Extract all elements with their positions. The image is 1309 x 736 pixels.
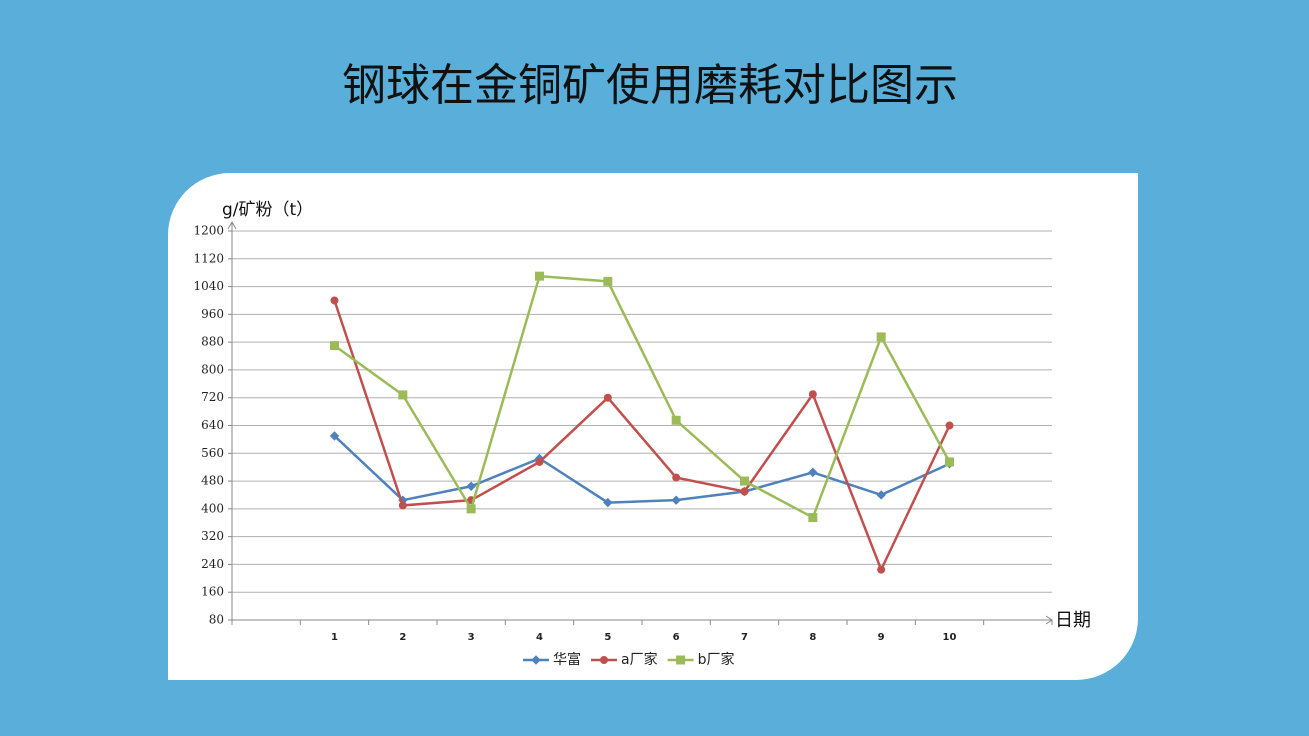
legend-label: a厂家	[621, 651, 658, 668]
data-point	[877, 565, 886, 574]
data-point	[329, 431, 340, 441]
data-point	[671, 415, 681, 425]
data-point	[808, 467, 818, 478]
data-point	[945, 457, 954, 467]
data-point	[671, 495, 681, 505]
x-tick-label: 10	[943, 632, 957, 643]
data-point	[945, 421, 954, 430]
legend-label: b厂家	[698, 651, 735, 668]
y-tick-label: 160	[201, 585, 224, 599]
y-axis-arrow	[227, 220, 237, 230]
series-line	[333, 300, 951, 573]
y-tick-label: 1040	[193, 279, 224, 293]
y-tick-label: 240	[201, 557, 224, 571]
y-tick-label: 400	[201, 501, 224, 515]
y-tick-label: 560	[201, 446, 224, 460]
y-tick-label: 720	[201, 390, 224, 404]
y-tick-label: 80	[209, 613, 224, 627]
y-tick-label: 1120	[193, 251, 224, 265]
data-point	[740, 476, 749, 486]
x-tick-label: 3	[468, 632, 475, 643]
data-point	[535, 457, 544, 466]
legend-marker	[531, 655, 541, 665]
x-tick-label: 5	[604, 632, 611, 643]
data-point	[398, 501, 407, 510]
series-line	[333, 274, 951, 520]
legend-label: 华富	[553, 651, 581, 668]
chart-title: 钢球在金铜矿使用磨耗对比图示	[342, 60, 958, 111]
legend-marker	[676, 655, 686, 665]
data-point	[603, 393, 612, 402]
x-tick-label: 2	[399, 632, 406, 643]
y-tick-label: 320	[201, 529, 224, 543]
data-point	[740, 487, 749, 496]
data-point	[603, 276, 613, 286]
y-tick-label: 640	[201, 418, 224, 432]
y-tick-label: 1200	[193, 224, 224, 238]
x-tick-label: 7	[741, 632, 748, 643]
data-point	[398, 390, 408, 400]
x-tick-label: 6	[673, 632, 680, 643]
data-point	[330, 341, 339, 351]
data-point	[876, 332, 886, 342]
y-tick-label: 480	[201, 474, 224, 488]
legend-marker	[600, 656, 608, 664]
data-point	[330, 296, 339, 305]
data-point	[876, 490, 886, 500]
data-point	[535, 271, 544, 281]
y-tick-label: 960	[201, 307, 224, 321]
data-point	[808, 390, 817, 399]
y-tick-label: 800	[201, 362, 224, 376]
data-point	[466, 504, 476, 514]
y-tick-label: 880	[201, 335, 224, 349]
x-tick-label: 8	[809, 632, 816, 643]
data-point	[466, 481, 476, 491]
chart-card	[168, 173, 1138, 680]
data-point	[672, 473, 681, 482]
x-tick-label: 9	[878, 632, 885, 643]
data-point	[603, 497, 613, 508]
x-tick-label: 1	[331, 632, 338, 643]
data-point	[808, 513, 818, 523]
x-tick-label: 4	[536, 632, 543, 643]
y-axis-title: g/矿粉（t）	[222, 200, 313, 220]
x-axis-title: 日期	[1055, 610, 1091, 631]
